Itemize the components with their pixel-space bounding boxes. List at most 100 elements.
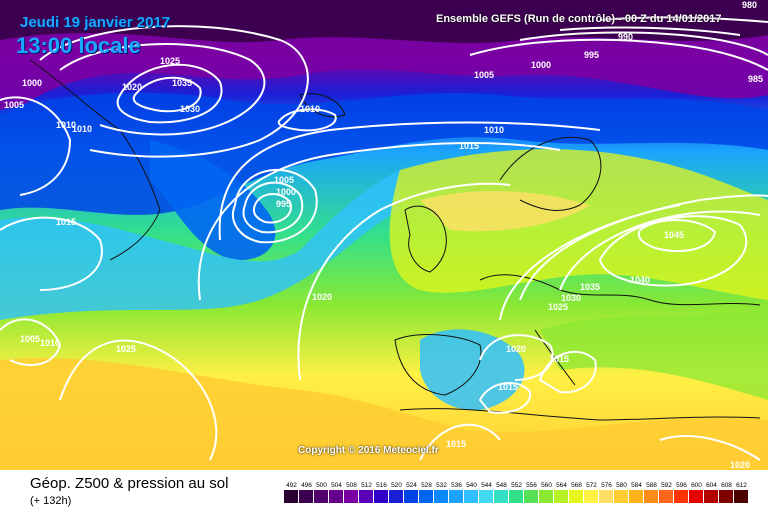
legend-label: 524: [406, 482, 417, 489]
isobar-label: 1010: [300, 104, 320, 114]
legend-label: 604: [706, 482, 717, 489]
isobar-label: 1005: [474, 70, 494, 80]
isobar-label: 1035: [580, 282, 600, 292]
isobar-label: 990: [618, 32, 633, 42]
legend-label: 564: [556, 482, 567, 489]
isobar-label: 1045: [664, 230, 684, 240]
legend-label: 612: [736, 482, 747, 489]
legend-swatch: [359, 490, 373, 503]
geopotential-map: 1025 1020 1035 1030 1000 1005 1010 1005 …: [0, 0, 768, 470]
isobar-1015-west: [0, 216, 103, 291]
legend-swatch: [569, 490, 583, 503]
legend-label: 520: [391, 482, 402, 489]
isobar-1015-iberia: [478, 381, 532, 414]
legend-swatch: [599, 490, 613, 503]
isobar-low-1000: [242, 181, 304, 234]
isobar-label: 1005: [20, 334, 40, 344]
isobar-1020-arc: [297, 182, 511, 381]
legend-label: 572: [586, 482, 597, 489]
legend-swatch: [494, 490, 508, 503]
coast-british-isles: [404, 205, 447, 273]
isobar-label: 985: [748, 74, 763, 84]
isobar-label: 1000: [22, 78, 42, 88]
isobar-1010-iceland: [277, 108, 337, 132]
legend-swatch: [629, 490, 643, 503]
isobar-label: 1020: [312, 292, 332, 302]
legend-label: 532: [436, 482, 447, 489]
legend-swatch: [314, 490, 328, 503]
coast-continent: [479, 274, 761, 306]
legend-swatch: [434, 490, 448, 503]
isobar-high-1030: [116, 63, 223, 124]
isobar-1005-ne: [469, 38, 768, 71]
legend-swatch: [719, 490, 733, 503]
legend-label: 540: [466, 482, 477, 489]
isobar-1015-africa: [419, 423, 501, 461]
isobar-label: 1035: [172, 78, 192, 88]
isobar-1020-se: [659, 435, 761, 461]
isobar-label: 1015: [498, 382, 518, 392]
legend-swatch: [404, 490, 418, 503]
copyright-notice: Copyright © 2016 Meteociel.fr: [298, 445, 439, 456]
lead-time: (+ 132h): [30, 495, 72, 507]
isobar-1010-west: [0, 318, 62, 366]
legend-label: 500: [316, 482, 327, 489]
legend-swatch: [554, 490, 568, 503]
isobar-label: 1010: [484, 125, 504, 135]
legend-label: 588: [646, 482, 657, 489]
isobar-1010-arc: [218, 121, 601, 241]
isobar-label: 980: [742, 0, 757, 10]
legend-label: 568: [571, 482, 582, 489]
isobar-label: 1040: [630, 275, 650, 285]
isobar-1020-med: [479, 334, 554, 381]
legend-swatch: [509, 490, 523, 503]
coast-north-africa: [399, 408, 761, 421]
color-legend: 492 496 500 504 508 512 516 520 524 528 532 536 540 5…: [284, 482, 748, 503]
legend-label: 492: [286, 482, 297, 489]
legend-swatch: [644, 490, 658, 503]
legend-label: 584: [631, 482, 642, 489]
legend-label: 600: [691, 482, 702, 489]
chart-title: Géop. Z500 & pression au sol: [30, 475, 229, 492]
legend-label: 512: [361, 482, 372, 489]
isobar-label: 1015: [549, 354, 569, 364]
isobars: [0, 16, 768, 461]
isobar-1000-ne: [519, 31, 768, 56]
coast-iberia: [394, 334, 482, 396]
legend-label: 548: [496, 482, 507, 489]
isobar-1045: [637, 219, 717, 252]
isobar-label: 1025: [160, 56, 180, 66]
legend-swatch: [659, 490, 673, 503]
z500-blue-trough: [150, 140, 276, 261]
legend-swatch: [449, 490, 463, 503]
isobar-label: 1020: [730, 460, 750, 470]
legend-swatch: [419, 490, 433, 503]
isobar-1035: [559, 210, 761, 291]
legend-swatch: [539, 490, 553, 503]
isobar-1005-west: [0, 96, 72, 196]
isobar-1025-east: [499, 204, 681, 321]
legend-swatch: [374, 490, 388, 503]
legend-swatch: [734, 490, 748, 503]
legend-swatch: [299, 490, 313, 503]
isobar-label: 1015: [446, 439, 466, 449]
isobar-label: 1005: [274, 175, 294, 185]
legend-swatch: [389, 490, 403, 503]
legend-swatch: [689, 490, 703, 503]
z500-dark-core: [0, 0, 768, 43]
isobar-1015-arc: [197, 142, 561, 301]
legend-swatch: [329, 490, 343, 503]
isobar-label: 1010: [40, 338, 60, 348]
isobar-labels: 1025 1020 1035 1030 1000 1005 1010 1005 …: [4, 0, 763, 470]
legend-swatch: [284, 490, 298, 503]
legend-label: 504: [331, 482, 342, 489]
legend-label: 576: [601, 482, 612, 489]
isobar-label: 1010: [72, 124, 92, 134]
isobar-high-1035: [132, 76, 202, 113]
coast-greenland: [29, 59, 161, 261]
legend-swatch: [584, 490, 598, 503]
isobar-label: 1010: [56, 120, 76, 130]
isobar-label: 1020: [122, 82, 142, 92]
legend-label: 516: [376, 482, 387, 489]
legend-label: 592: [661, 482, 672, 489]
